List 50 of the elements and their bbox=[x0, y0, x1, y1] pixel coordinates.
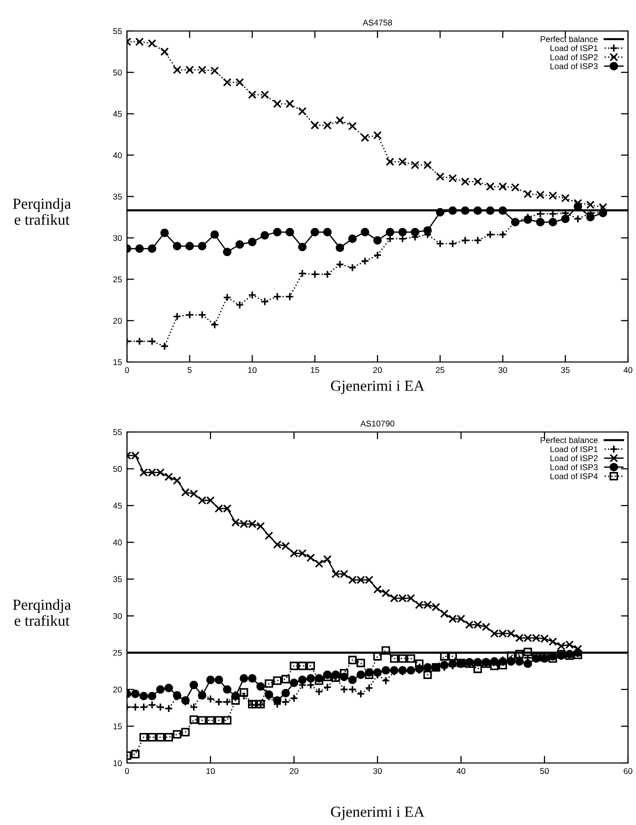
legend-label: Perfect balance bbox=[540, 36, 598, 42]
x-tick-label: 30 bbox=[498, 367, 508, 373]
legend-label: Perfect balance bbox=[540, 437, 598, 444]
x-tick-label: 40 bbox=[456, 768, 466, 774]
y-tick-label: 55 bbox=[113, 429, 122, 436]
legend-label: Load of ISP2 bbox=[550, 455, 598, 462]
x-tick-label: 40 bbox=[624, 367, 632, 373]
x-tick-label: 0 bbox=[125, 367, 129, 373]
y-tick-label: 15 bbox=[114, 724, 122, 730]
y-tick-label: 30 bbox=[113, 235, 122, 241]
x-axis-title: Gjenerimi i EA bbox=[331, 380, 424, 394]
y-axis-title: Perqindja e trafikut bbox=[12, 198, 71, 225]
x-tick-label: 10 bbox=[206, 768, 215, 774]
y-axis-title: Perqindja e trafikut bbox=[12, 599, 71, 626]
y-tick-label: 25 bbox=[113, 650, 122, 656]
legend-label: Load of ISP2 bbox=[550, 54, 598, 60]
y-tick-label: 50 bbox=[113, 70, 122, 76]
y-tick-label: 40 bbox=[113, 152, 122, 158]
y-tick-label: 15 bbox=[114, 359, 122, 366]
x-tick-label: 50 bbox=[540, 768, 549, 774]
y-tick-label: 35 bbox=[113, 576, 122, 582]
y-tick-label: 20 bbox=[113, 686, 122, 693]
x-tick-label: 15 bbox=[310, 367, 320, 373]
y-tick-label: 30 bbox=[113, 613, 122, 619]
x-axis-title: Gjenerimi i EA bbox=[331, 806, 424, 820]
y-tick-label: 25 bbox=[113, 276, 122, 282]
y-tick-label: 45 bbox=[113, 111, 122, 117]
y-tick-label: 45 bbox=[113, 502, 122, 509]
legend-label: Load of ISP1 bbox=[550, 446, 598, 452]
chart-title: AS4758 bbox=[362, 20, 392, 26]
x-tick-label: 5 bbox=[188, 367, 192, 373]
legend-label: Load of ISP1 bbox=[550, 45, 598, 52]
x-tick-label: 30 bbox=[373, 768, 382, 774]
x-tick-label: 20 bbox=[290, 768, 298, 774]
y-tick-label: 40 bbox=[113, 540, 122, 546]
y-tick-label: 20 bbox=[113, 318, 122, 324]
y-tick-label: 55 bbox=[113, 28, 122, 34]
x-tick-label: 0 bbox=[125, 768, 129, 774]
legend-label: Load of ISP4 bbox=[550, 473, 598, 480]
legend-label: Load of ISP3 bbox=[550, 63, 598, 70]
y-tick-label: 50 bbox=[113, 466, 122, 472]
x-tick-label: 10 bbox=[248, 367, 257, 373]
x-tick-label: 35 bbox=[561, 367, 570, 373]
x-tick-label: 20 bbox=[373, 367, 382, 373]
x-tick-label: 25 bbox=[436, 367, 444, 373]
legend-label: Load of ISP3 bbox=[550, 464, 598, 470]
x-tick-label: 60 bbox=[624, 768, 632, 774]
y-tick-label: 10 bbox=[114, 760, 122, 766]
y-tick-label: 35 bbox=[113, 194, 122, 200]
chart-title: AS10790 bbox=[360, 420, 394, 427]
